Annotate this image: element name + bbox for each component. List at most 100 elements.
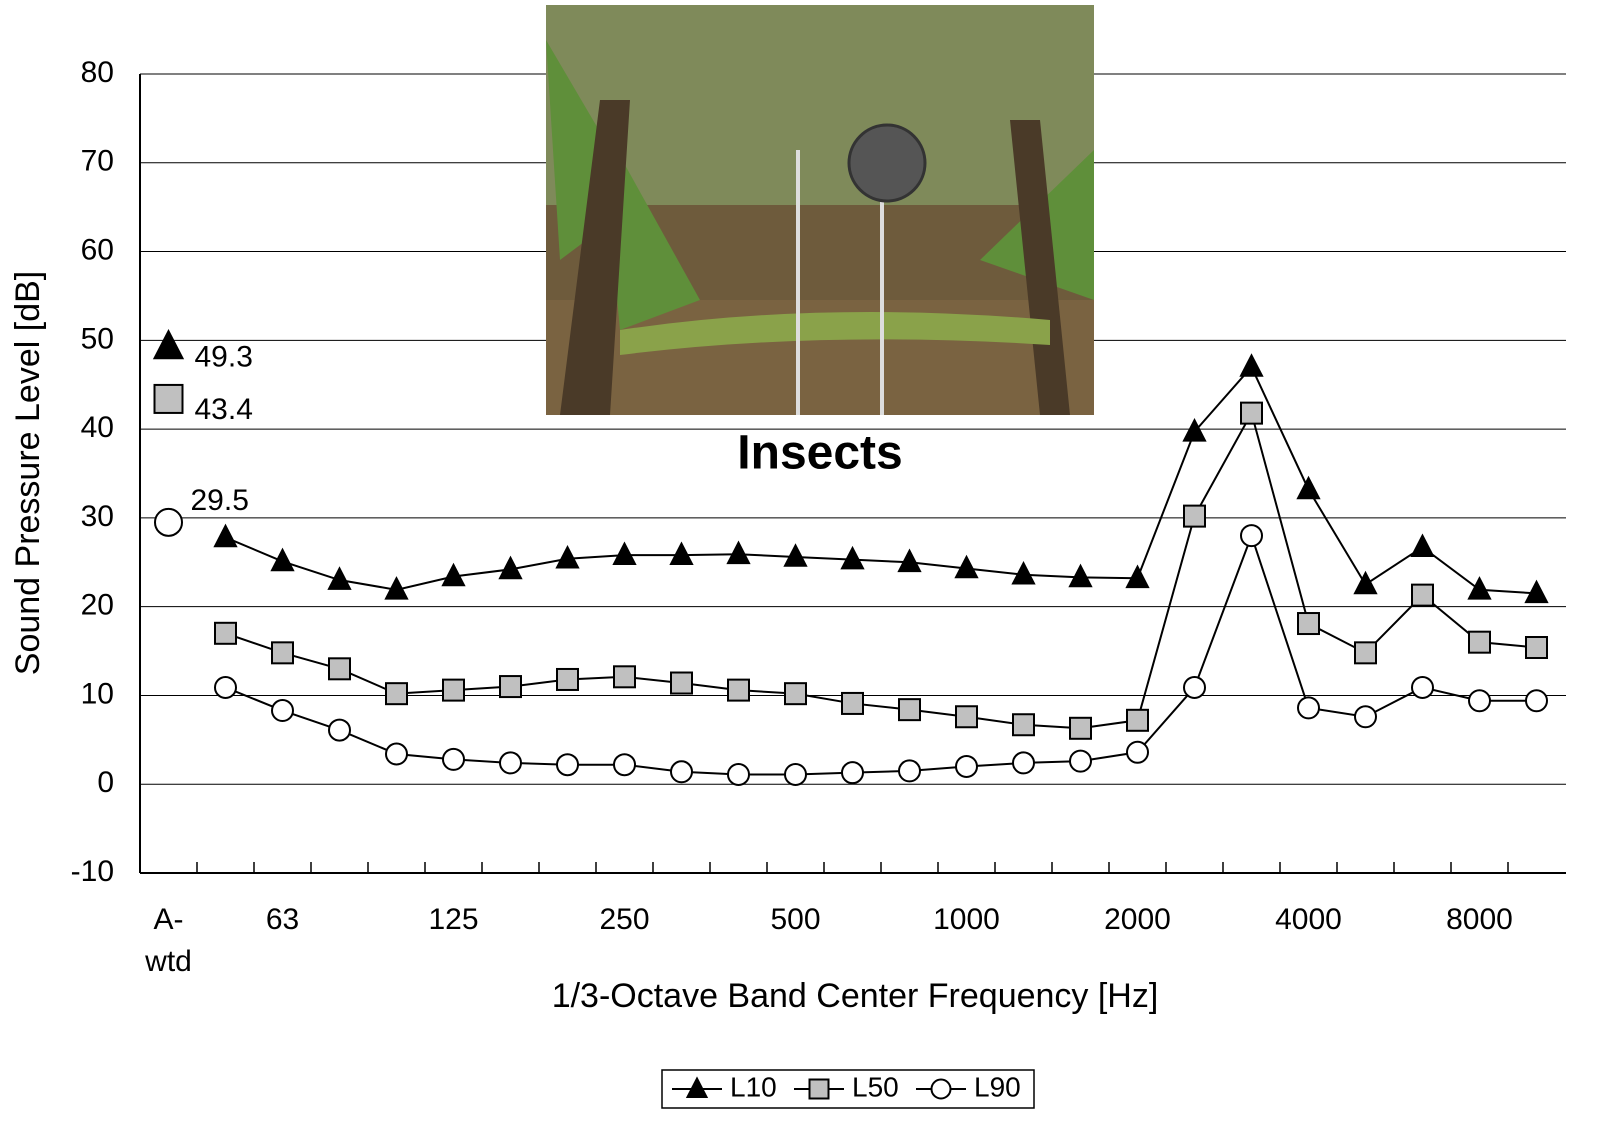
marker [956, 756, 977, 777]
marker [1469, 578, 1490, 598]
marker [443, 680, 464, 701]
x-tick-label-line: wtd [144, 945, 192, 978]
marker [1298, 478, 1319, 498]
marker [557, 669, 578, 690]
y-tick-label: -10 [71, 855, 114, 888]
marker [329, 658, 350, 679]
value-label: 49.3 [195, 340, 253, 373]
series-line [226, 536, 1537, 775]
marker [272, 642, 293, 663]
marker [1241, 403, 1262, 424]
x-tick-label: 250 [599, 903, 649, 936]
marker [1070, 566, 1091, 586]
x-tick-label: A-wtd [144, 903, 192, 978]
marker [386, 683, 407, 704]
y-tick-label: 40 [81, 411, 114, 444]
marker [1412, 585, 1433, 606]
marker [1070, 718, 1091, 739]
y-tick-label: 30 [81, 500, 114, 533]
x-tick-label: 2000 [1104, 903, 1171, 936]
marker [810, 1080, 829, 1099]
marker [1298, 613, 1319, 634]
marker [1526, 637, 1547, 658]
marker [1127, 742, 1148, 763]
marker [1412, 536, 1433, 556]
x-tick-label: 1000 [933, 903, 1000, 936]
marker [671, 673, 692, 694]
marker [1013, 714, 1034, 735]
y-tick-label: 60 [81, 233, 114, 266]
x-tick-label: 4000 [1275, 903, 1342, 936]
marker [1127, 567, 1148, 587]
x-tick-label: 125 [428, 903, 478, 936]
marker [386, 744, 407, 765]
marker [614, 544, 635, 564]
marker [1469, 632, 1490, 653]
x-tick-label: 63 [266, 903, 299, 936]
annotation: Insects [737, 427, 902, 480]
marker [671, 544, 692, 564]
marker [1241, 525, 1262, 546]
marker [215, 677, 236, 698]
marker [728, 680, 749, 701]
marker [1526, 690, 1547, 711]
marker [1013, 752, 1034, 773]
marker [155, 509, 182, 536]
marker [215, 623, 236, 644]
marker [728, 764, 749, 785]
marker [1469, 690, 1490, 711]
legend-label: L50 [852, 1071, 899, 1102]
y-tick-label: 0 [97, 766, 114, 799]
marker [1241, 355, 1262, 375]
marker [728, 543, 749, 563]
marker [671, 761, 692, 782]
marker [785, 764, 806, 785]
legend-label: L10 [730, 1071, 777, 1102]
marker [1127, 710, 1148, 731]
marker [443, 749, 464, 770]
y-tick-label: 80 [81, 56, 114, 89]
x-tick-label: 500 [770, 903, 820, 936]
value-label: 43.4 [195, 393, 253, 426]
marker [614, 754, 635, 775]
marker [557, 754, 578, 775]
marker [272, 700, 293, 721]
marker [1184, 677, 1205, 698]
marker [1298, 697, 1319, 718]
marker [1355, 573, 1376, 593]
marker [785, 683, 806, 704]
marker [899, 760, 920, 781]
y-tick-label: 10 [81, 677, 114, 710]
marker [1355, 706, 1376, 727]
y-tick-label: 20 [81, 589, 114, 622]
marker [956, 706, 977, 727]
photo [546, 5, 1094, 415]
marker [614, 666, 635, 687]
x-axis-title: 1/3-Octave Band Center Frequency [Hz] [552, 977, 1159, 1015]
marker [329, 720, 350, 741]
marker [785, 545, 806, 565]
page: Insects 1/3-Octave Band Center Frequency… [0, 0, 1600, 1131]
marker [899, 551, 920, 571]
x-tick-label-line: A- [154, 903, 184, 936]
marker [1070, 751, 1091, 772]
legend-label: L90 [974, 1071, 1021, 1102]
marker [500, 752, 521, 773]
marker [1184, 506, 1205, 527]
marker [155, 385, 183, 413]
y-tick-label: 70 [81, 145, 114, 178]
marker [842, 548, 863, 568]
marker [1355, 642, 1376, 663]
x-tick-label: 8000 [1446, 903, 1513, 936]
marker [842, 693, 863, 714]
chart: Insects 1/3-Octave Band Center Frequency… [0, 0, 1600, 1131]
marker [932, 1080, 951, 1099]
marker [899, 699, 920, 720]
y-axis-title: Sound Pressure Level [dB] [9, 271, 47, 675]
marker [500, 676, 521, 697]
marker [272, 550, 293, 570]
y-tick-label: 50 [81, 322, 114, 355]
marker [1412, 677, 1433, 698]
marker [215, 526, 236, 546]
marker [155, 331, 183, 358]
